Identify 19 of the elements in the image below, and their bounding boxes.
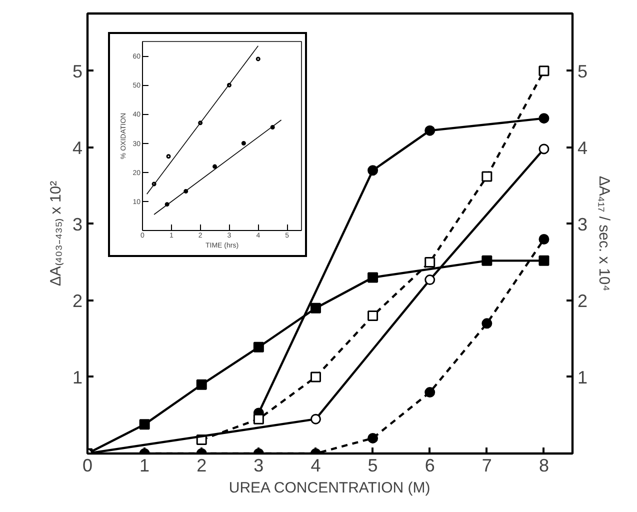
x-tick-label: 6 <box>424 456 435 476</box>
x-tick-label: 2 <box>196 456 207 476</box>
y2-axis-title: ΔA₄₁₇ / sec. x 10⁴ <box>596 176 613 292</box>
x-tick-label: 7 <box>482 456 492 476</box>
y2-tick-label: 2 <box>578 290 588 311</box>
x-tick-label: 8 <box>538 456 549 476</box>
y-tick-label: 2 <box>72 290 83 311</box>
x-tick-label: 5 <box>368 456 378 476</box>
y2-tick-label: 5 <box>578 61 588 82</box>
y-tick-label: 1 <box>72 367 83 388</box>
x-axis-title: UREA CONCENTRATION (M) <box>228 480 430 496</box>
y-axis-title: ΔA₍₄₀₃₋₄₃₅₎ x 10² <box>47 180 64 286</box>
y-tick-label: 5 <box>72 61 83 82</box>
x-tick-label: 0 <box>82 456 93 476</box>
y2-tick-label: 1 <box>578 367 588 388</box>
x-tick-label: 3 <box>254 456 264 476</box>
y2-tick-label: 4 <box>578 138 588 158</box>
x-tick-label: 4 <box>310 456 321 476</box>
y-tick-label: 4 <box>72 138 83 158</box>
